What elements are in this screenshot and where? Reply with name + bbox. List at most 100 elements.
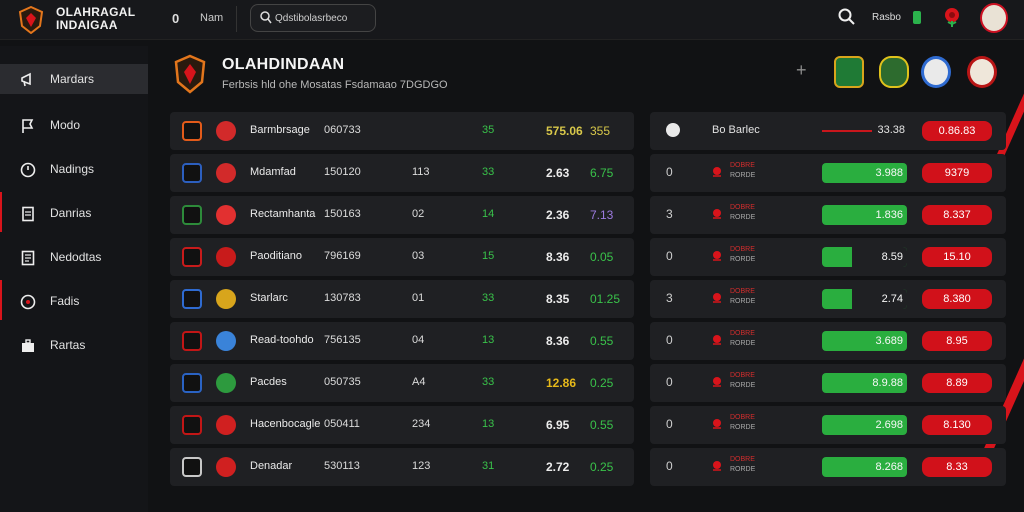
odds-red-button[interactable]: 8.337 <box>922 205 992 225</box>
flag-icon <box>20 118 36 134</box>
top-bar: OLAHRAGAL INDAIGAA 0 Nam Qdstibolasrbeco… <box>0 0 1024 40</box>
search-input[interactable]: Qdstibolasrbeco <box>250 4 376 32</box>
club-crest-4[interactable] <box>967 56 997 88</box>
search-text: Qdstibolasrbeco <box>275 13 347 24</box>
page-subtitle: Ferbsis hld ohe Mosatas Fsdamaao 7DGDGO <box>222 79 448 91</box>
team-name: Denadar <box>250 460 292 472</box>
table-row[interactable]: Mdamfad 150120 113 33 2.63 6.75 <box>170 154 634 192</box>
sidebar-item-mardars[interactable]: Mardars <box>0 64 148 94</box>
flag-icon[interactable] <box>913 11 921 24</box>
league-badge-icon <box>174 54 206 94</box>
team-crest-icon <box>182 205 202 225</box>
odds-green-button[interactable]: 8.59 <box>822 247 907 267</box>
odds-row[interactable]: 3 DOBRE RORDE 2.74 8.380 <box>650 280 1006 318</box>
odds-header-badge-value: 0.86.83 <box>922 125 992 137</box>
table-row[interactable]: Barmbrsage 060733 35 575.06 355 <box>170 112 634 150</box>
top-divider <box>236 6 237 32</box>
table-row[interactable]: Pacdes 050735 A4 33 12.86 0.25 <box>170 364 634 402</box>
team-stat-played: 03 <box>412 250 424 262</box>
odds-row-label-bottom: RORDE <box>730 340 755 348</box>
odds-row[interactable]: 0 DOBRE RORDE 2.698 8.130 <box>650 406 1006 444</box>
table-row[interactable]: Hacenbocagle 050411 234 13 6.95 0.55 <box>170 406 634 444</box>
club-crest-3[interactable] <box>921 56 951 88</box>
sidebar-item-nadings[interactable]: Nadings <box>0 154 148 184</box>
user-name[interactable]: Rasbo <box>872 12 901 23</box>
odds-green-value: 2.698 <box>875 419 903 431</box>
list-icon <box>20 250 36 266</box>
table-row[interactable]: Denadar 530113 123 31 2.72 0.25 <box>170 448 634 486</box>
team-name: Hacenbocagle <box>250 418 320 430</box>
info-icon <box>666 123 680 137</box>
odds-green-button[interactable]: 8.268 <box>822 457 907 477</box>
avatar[interactable] <box>980 3 1008 33</box>
team-crest-icon <box>216 415 236 435</box>
odds-row-number: 0 <box>666 249 673 263</box>
odds-red-button[interactable]: 8.130 <box>922 415 992 435</box>
odds-row[interactable]: 0 DOBRE RORDE 3.689 8.95 <box>650 322 1006 360</box>
page-title: OLAHDINDAAN <box>222 56 344 74</box>
odds-row[interactable]: 0 DOBRE RORDE 8.268 8.33 <box>650 448 1006 486</box>
odds-green-value: 3.988 <box>875 167 903 179</box>
odds-red-button[interactable]: 15.10 <box>922 247 992 267</box>
sidebar-item-danrias[interactable]: Danrias <box>0 198 148 228</box>
odds-green-value: 8.268 <box>875 461 903 473</box>
sidebar-item-rartas[interactable]: Rartas <box>0 330 148 360</box>
club-crest-2[interactable] <box>879 56 909 88</box>
odds-row-label-top: DOBRE <box>730 288 755 296</box>
team-stat-rating: 8.36 <box>546 334 569 348</box>
table-row[interactable]: Rectamhanta 150163 02 14 2.36 7.13 <box>170 196 634 234</box>
odds-red-button[interactable]: 8.89 <box>922 373 992 393</box>
team-stat-played: 04 <box>412 334 424 346</box>
odds-green-button[interactable]: 2.698 <box>822 415 907 435</box>
team-stat-points: 35 <box>482 124 494 136</box>
team-stat-rating: 575.06 <box>546 124 583 138</box>
table-row[interactable]: Paoditiano 796169 03 15 8.36 0.05 <box>170 238 634 276</box>
record-icon <box>20 294 36 310</box>
odds-row-label-top: DOBRE <box>730 456 755 464</box>
team-stat-form: 0.25 <box>590 460 613 474</box>
sidebar-item-nedodtas[interactable]: Nedodtas <box>0 242 148 272</box>
odds-row-label-top: DOBRE <box>730 414 755 422</box>
odds-red-button[interactable]: 8.33 <box>922 457 992 477</box>
team-stat-points: 13 <box>482 418 494 430</box>
odds-green-button[interactable]: 8.9.88 <box>822 373 907 393</box>
top-name-link[interactable]: Nam <box>200 12 223 24</box>
odds-row-label-bottom: RORDE <box>730 214 755 222</box>
odds-header-row[interactable]: Bo Barlec 33.38 0.86.83 <box>650 112 1006 150</box>
table-row[interactable]: Starlarc 130783 01 33 8.35 01.25 <box>170 280 634 318</box>
odds-green-button[interactable]: 1.836 <box>822 205 907 225</box>
search-icon <box>260 11 272 25</box>
sidebar-item-fadis[interactable]: Fadis <box>0 286 148 316</box>
odds-row[interactable]: 0 DOBRE RORDE 3.988 9379 <box>650 154 1006 192</box>
rose-icon[interactable] <box>941 6 963 28</box>
add-club-button[interactable]: + <box>796 60 807 81</box>
odds-row[interactable]: 3 DOBRE RORDE 1.836 8.337 <box>650 196 1006 234</box>
odds-header-badge[interactable]: 0.86.83 <box>922 121 992 141</box>
sidebar-item-modo[interactable]: Modo <box>0 110 148 140</box>
team-name: Paoditiano <box>250 250 302 262</box>
team-stat-code: 796169 <box>324 250 361 262</box>
search-icon[interactable] <box>838 8 856 26</box>
team-stat-played: 113 <box>412 166 430 178</box>
odds-red-button[interactable]: 8.380 <box>922 289 992 309</box>
odds-row-label-top: DOBRE <box>730 330 755 338</box>
team-stat-points: 33 <box>482 292 494 304</box>
odds-red-button[interactable]: 9379 <box>922 163 992 183</box>
team-stat-code: 060733 <box>324 124 361 136</box>
club-crest-1[interactable] <box>834 56 864 88</box>
odds-green-button[interactable]: 2.74 <box>822 289 907 309</box>
team-stat-code: 150120 <box>324 166 361 178</box>
odds-red-button[interactable]: 8.95 <box>922 331 992 351</box>
team-stat-form: 7.13 <box>590 208 613 222</box>
rose-icon <box>710 208 724 220</box>
briefcase-icon <box>20 338 36 354</box>
odds-green-button[interactable]: 3.988 <box>822 163 907 183</box>
table-row[interactable]: Read-toohdo 756135 04 13 8.36 0.55 <box>170 322 634 360</box>
odds-row[interactable]: 0 DOBRE RORDE 8.9.88 8.89 <box>650 364 1006 402</box>
odds-row-number: 0 <box>666 333 673 347</box>
document-icon <box>20 206 36 222</box>
odds-green-button[interactable]: 3.689 <box>822 331 907 351</box>
odds-row[interactable]: 0 DOBRE RORDE 8.59 15.10 <box>650 238 1006 276</box>
odds-row-number: 0 <box>666 375 673 389</box>
team-stat-form: 0.55 <box>590 418 613 432</box>
